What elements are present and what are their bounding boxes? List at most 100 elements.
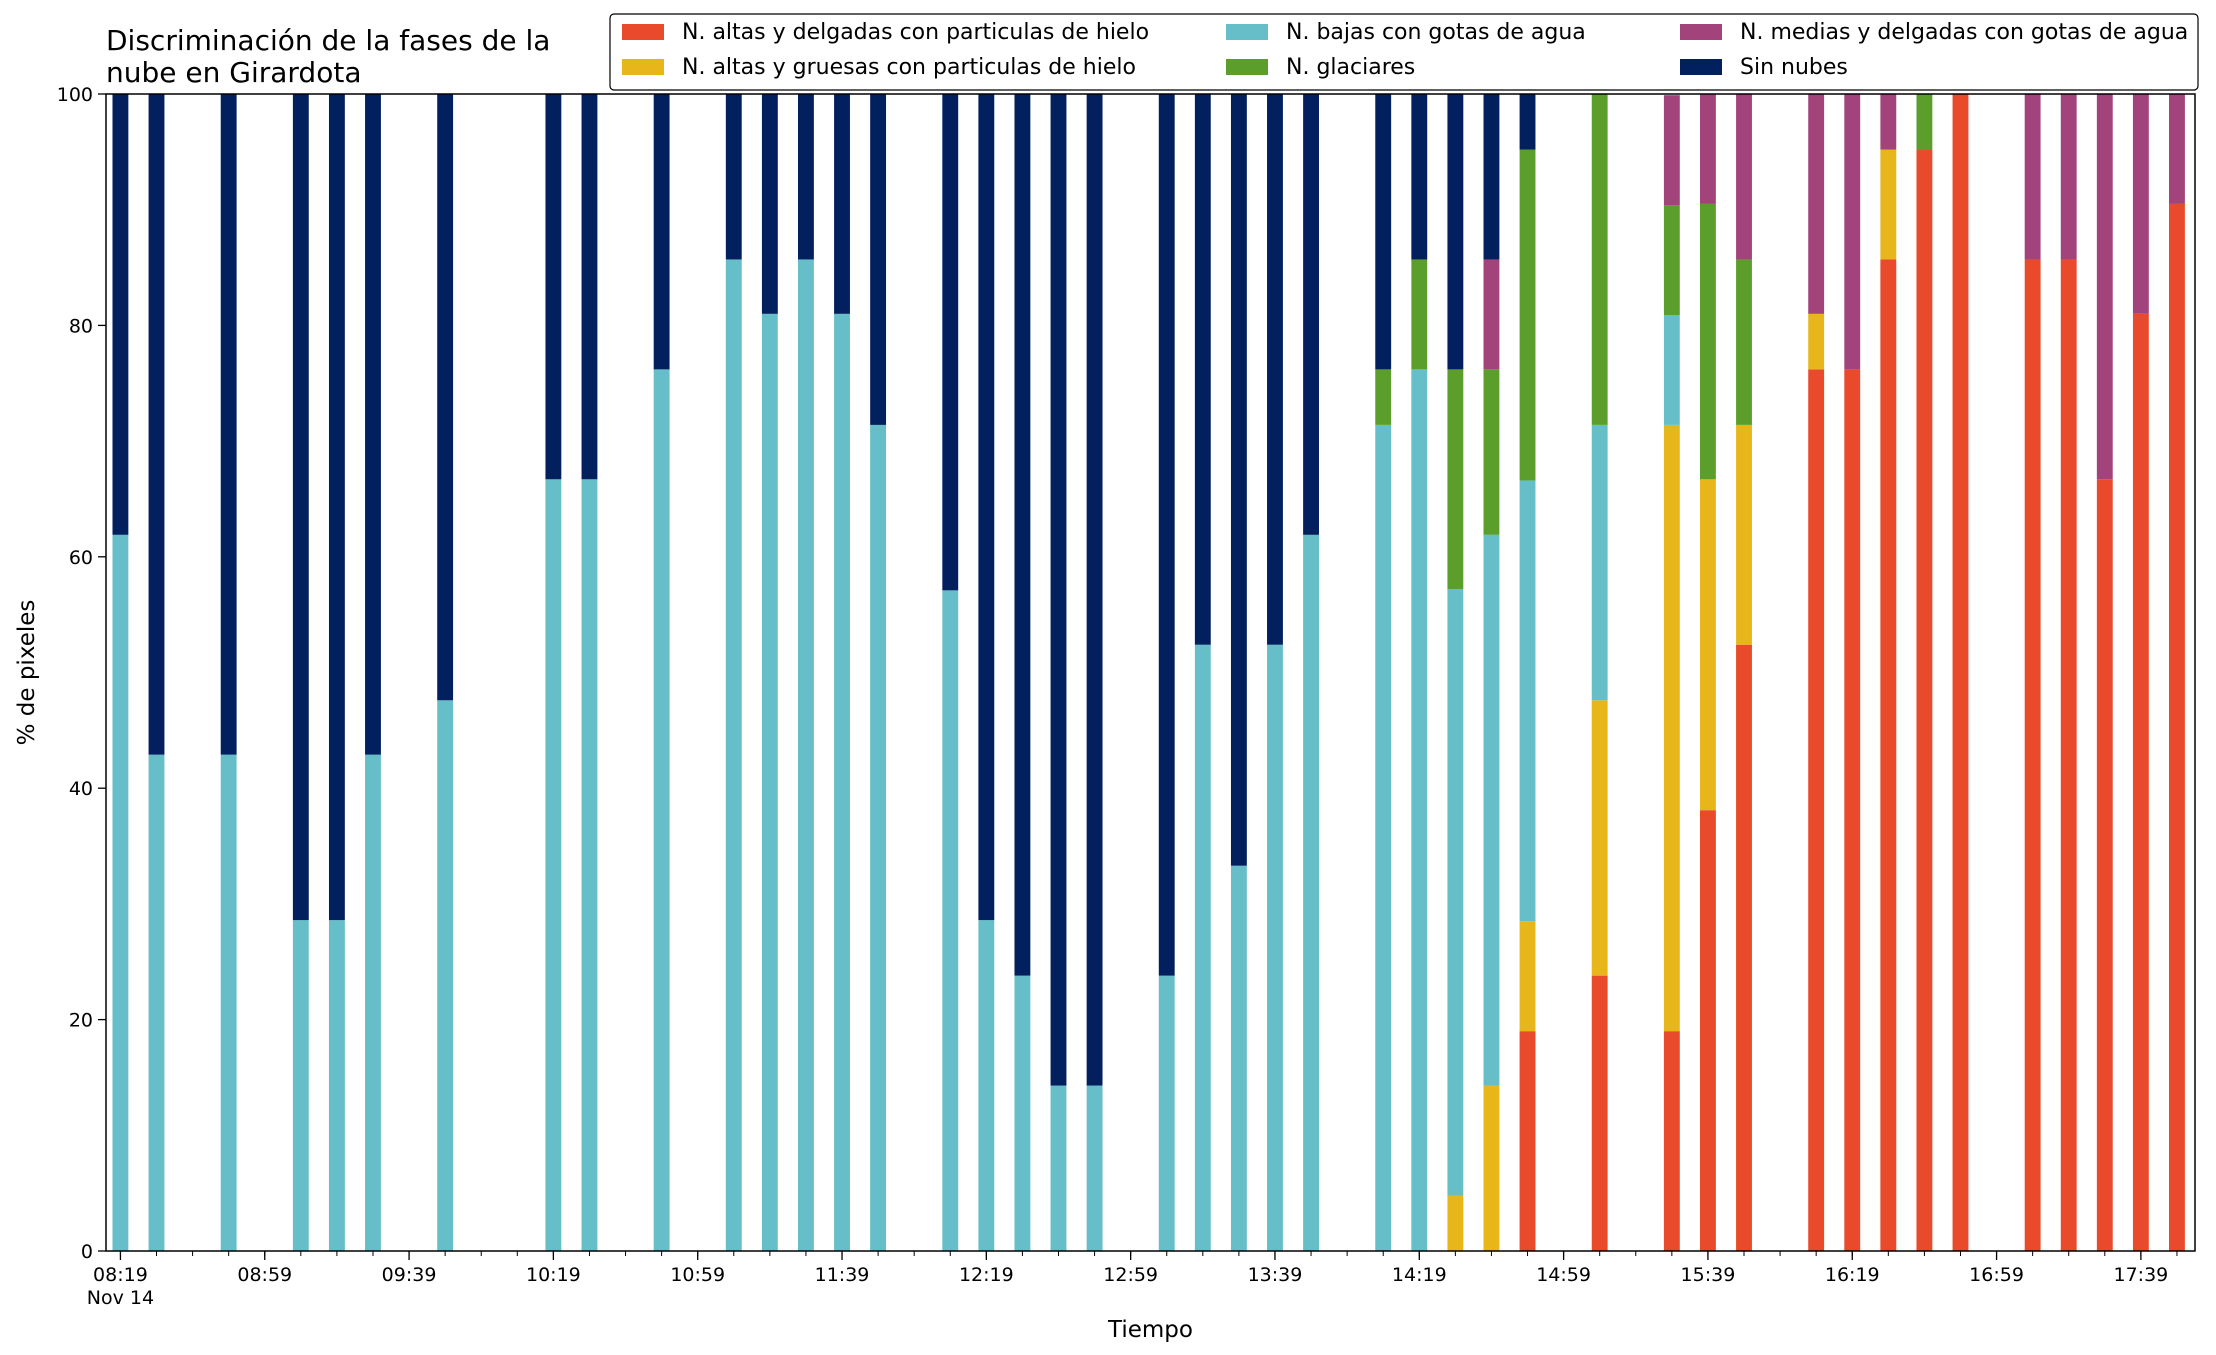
x-tick-label: 10:19 [526, 1264, 581, 1286]
legend-swatch [1680, 24, 1722, 40]
bar-segment-altas_gruesas [1880, 149, 1897, 260]
legend-entry-altas_delgadas: N. altas y delgadas con particulas de hi… [622, 20, 1149, 45]
bar-stack-1449 [1519, 94, 1536, 1251]
x-tick-label: 17:39 [2113, 1264, 2168, 1286]
bar-segment-sin_nubes [1519, 94, 1536, 150]
bar-segment-glaciares [1736, 259, 1752, 425]
bar-stack-1409 [1375, 94, 1392, 1251]
bar-stack-1529 [1663, 95, 1680, 1251]
legend-swatch [1226, 24, 1268, 40]
y-tick-label: 60 [69, 547, 93, 569]
bar-stack-1549 [1736, 94, 1752, 1251]
bar-stack-1749 [2169, 94, 2185, 1251]
bar-segment-altas_delgadas [2096, 479, 2113, 1251]
bar-segment-altas_gruesas [1447, 1195, 1464, 1251]
bar-segment-sin_nubes [1375, 94, 1392, 370]
bar-segment-bajas [1519, 480, 1536, 922]
legend-entry-bajas: N. bajas con gotas de agua [1226, 20, 1586, 45]
bar-segment-sin_nubes [942, 94, 959, 591]
y-tick-label: 40 [69, 778, 93, 800]
bar-segment-bajas [220, 754, 237, 1251]
y-tick-label: 20 [69, 1010, 93, 1032]
bar-segment-sin_nubes [1194, 94, 1211, 645]
bar-stack-1619 [1844, 94, 1861, 1251]
chart-title-line-2: nube en Girardota [106, 56, 361, 89]
x-tick-label: 15:39 [1681, 1264, 1736, 1286]
bar-segment-altas_delgadas [1808, 369, 1825, 1251]
bar-segment-bajas [437, 700, 454, 1251]
bar-segment-bajas [1663, 314, 1680, 425]
bar-segment-sin_nubes [545, 94, 562, 480]
bar-segment-glaciares [1411, 259, 1428, 370]
bar-segment-medias [1880, 94, 1897, 150]
legend-label: N. altas y delgadas con particulas de hi… [682, 20, 1149, 45]
legend-swatch [1226, 59, 1268, 75]
bar-stack-1349 [1303, 94, 1319, 1251]
bar-stack-1109 [725, 94, 742, 1251]
bar-stack-1329 [1230, 94, 1247, 1251]
bar-segment-bajas [1086, 1085, 1103, 1251]
bar-stack-1219 [978, 94, 995, 1251]
x-tick-label: 14:59 [1536, 1264, 1591, 1286]
bar-segment-altas_delgadas [1916, 149, 1933, 1251]
bar-stack-1429 [1447, 94, 1464, 1251]
bar-segment-bajas [870, 424, 887, 1251]
bar-stack-1439 [1483, 94, 1500, 1251]
x-tick-label: 10:59 [670, 1264, 725, 1286]
bar-segment-altas_delgadas [2060, 259, 2077, 1251]
bar-stack-0929 [365, 94, 381, 1251]
bar-stack-0919 [328, 94, 345, 1251]
y-tick-label: 0 [81, 1241, 93, 1263]
bar-segment-sin_nubes [1230, 94, 1247, 866]
bar-segment-glaciares [1447, 369, 1464, 590]
bar-stack-1119 [761, 94, 778, 1252]
bar-segment-bajas [653, 369, 670, 1251]
bar-segment-sin_nubes [870, 94, 887, 425]
bar-segment-sin_nubes [1483, 94, 1500, 260]
bar-segment-altas_gruesas [1808, 313, 1825, 370]
bar-stack-1229 [1014, 94, 1031, 1251]
bar-segment-sin_nubes [148, 94, 165, 755]
bar-segment-altas_delgadas [1844, 369, 1861, 1251]
bar-segment-altas_delgadas [1663, 1031, 1680, 1251]
bar-segment-bajas [1050, 1085, 1067, 1251]
bar-segment-bajas [112, 534, 129, 1251]
bar-segment-sin_nubes [834, 94, 850, 314]
x-tick-label: 09:39 [382, 1264, 437, 1286]
bar-segment-sin_nubes [365, 94, 381, 755]
legend-label: N. medias y delgadas con gotas de agua [1740, 20, 2188, 45]
bar-segment-altas_delgadas [2132, 313, 2149, 1252]
bar-segment-bajas [1411, 369, 1428, 1251]
bar-segment-sin_nubes [1267, 94, 1283, 645]
bar-stack-1139 [834, 94, 850, 1252]
bar-segment-bajas [1591, 424, 1608, 701]
y-tick-label: 100 [57, 84, 93, 106]
bar-stack-1739 [2132, 94, 2149, 1252]
bar-segment-medias [2024, 94, 2041, 260]
bar-segment-sin_nubes [978, 94, 995, 921]
bar-segment-medias [1483, 259, 1500, 370]
legend-entry-glaciares: N. glaciares [1226, 55, 1415, 80]
legend-box [609, 13, 2199, 91]
bar-segment-bajas [1194, 644, 1211, 1251]
bar-segment-bajas [1375, 424, 1392, 1251]
bar-segment-bajas [725, 259, 742, 1251]
y-tick-label: 80 [69, 315, 93, 337]
bar-stack-1639 [1916, 94, 1933, 1251]
bar-stack-0819 [112, 94, 129, 1251]
bar-segment-bajas [1267, 644, 1283, 1251]
bar-stack-1509 [1591, 94, 1608, 1251]
bar-segment-sin_nubes [1050, 94, 1067, 1086]
bar-stack-1609 [1808, 94, 1825, 1251]
bar-stack-0849 [220, 94, 237, 1251]
bar-segment-bajas [942, 590, 959, 1251]
chart-title-line-1: Discriminación de la fases de la [106, 24, 550, 57]
bar-segment-sin_nubes [798, 94, 814, 260]
bar-segment-sin_nubes [1447, 94, 1464, 370]
bar-segment-altas_gruesas [1519, 921, 1536, 1032]
bar-segment-bajas [365, 754, 381, 1251]
bar-segment-altas_delgadas [1880, 259, 1897, 1251]
bar-segment-medias [2096, 94, 2113, 480]
